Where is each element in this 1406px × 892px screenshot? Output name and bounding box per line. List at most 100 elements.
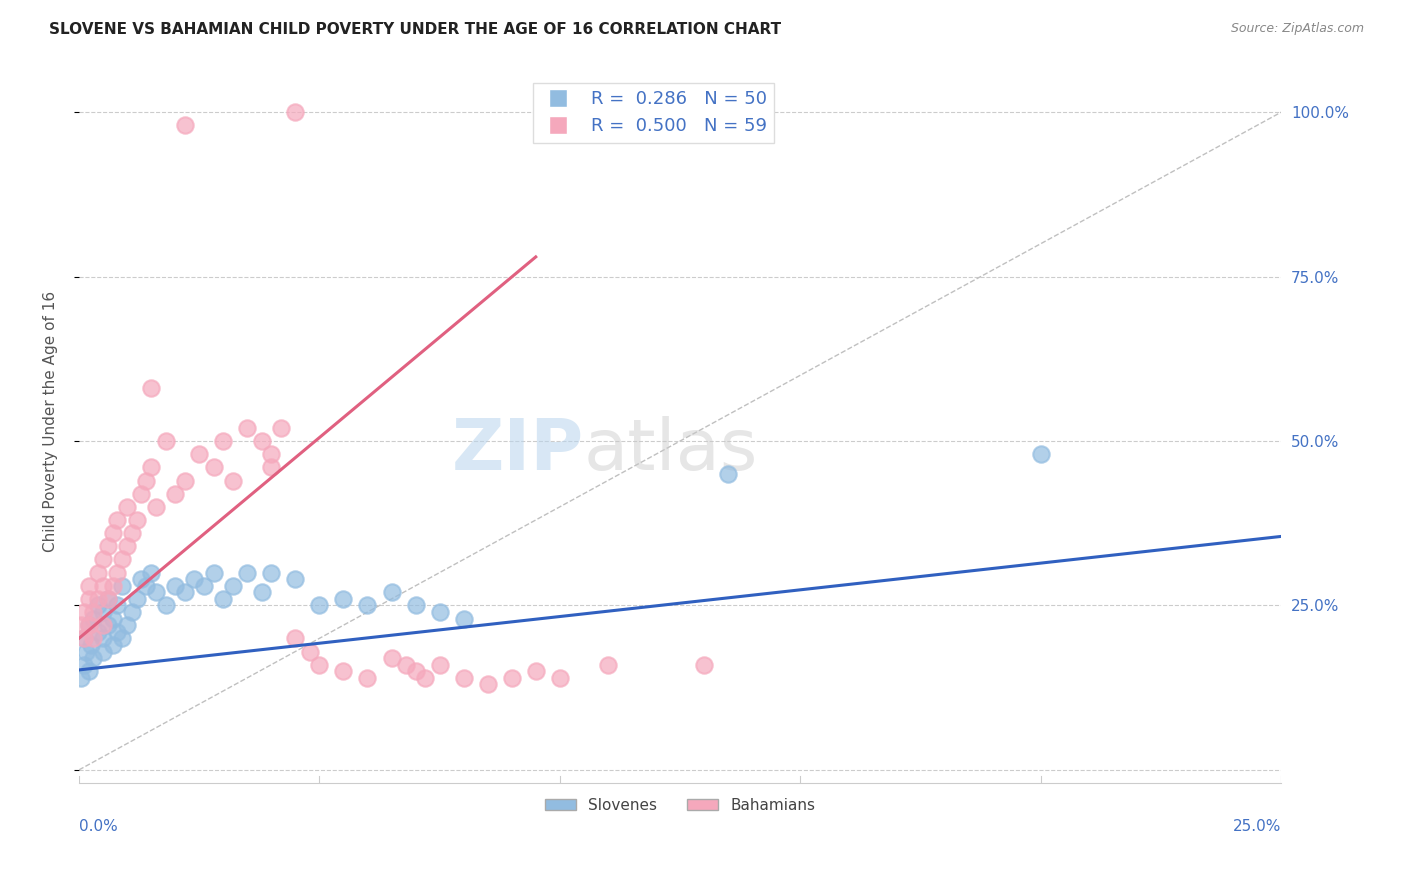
Text: atlas: atlas [583,416,758,484]
Point [77,665,100,679]
Point [284,632,307,646]
Text: 0.0%: 0.0% [79,819,118,834]
Point [212,591,235,606]
Point [1029,447,1052,461]
Point [145,585,167,599]
Point [413,671,436,685]
Point [77,618,100,632]
Point [101,526,124,541]
Point [107,566,129,580]
Point [97,591,120,606]
Point [717,467,740,481]
Point [193,579,215,593]
Point [155,434,177,448]
Point [145,500,167,514]
Point [548,671,571,685]
Point [121,526,143,541]
Point [139,566,162,580]
Point [82,612,104,626]
Point [236,566,259,580]
Point [77,618,100,632]
Point [101,612,124,626]
Point [91,618,114,632]
Point [97,539,120,553]
Point [356,671,378,685]
Point [125,591,148,606]
Text: Source: ZipAtlas.com: Source: ZipAtlas.com [1230,22,1364,36]
Text: 25.0%: 25.0% [1233,819,1281,834]
Point [101,638,124,652]
Point [73,605,96,619]
Point [298,644,321,658]
Point [111,579,134,593]
Point [139,460,162,475]
Point [260,460,283,475]
Point [222,579,245,593]
Point [70,618,93,632]
Point [173,119,195,133]
Point [135,474,157,488]
Text: SLOVENE VS BAHAMIAN CHILD POVERTY UNDER THE AGE OF 16 CORRELATION CHART: SLOVENE VS BAHAMIAN CHILD POVERTY UNDER … [49,22,782,37]
Point [524,665,547,679]
Point [87,566,110,580]
Point [165,579,187,593]
Point [77,579,100,593]
Point [155,599,177,613]
Point [429,657,451,672]
Point [101,579,124,593]
Point [97,618,120,632]
Point [596,657,619,672]
Point [477,677,499,691]
Point [80,638,103,652]
Point [75,644,97,658]
Point [73,657,96,672]
Point [202,566,225,580]
Point [82,632,104,646]
Point [332,665,354,679]
Point [395,657,418,672]
Point [139,381,162,395]
Point [183,572,205,586]
Point [270,421,292,435]
Point [91,644,114,658]
Point [121,605,143,619]
Point [82,651,104,665]
Text: ZIP: ZIP [451,416,583,484]
Point [115,539,138,553]
Point [284,572,307,586]
Point [87,591,110,606]
Point [380,651,402,665]
Point [97,591,120,606]
Point [165,486,187,500]
Point [405,665,427,679]
Point [125,513,148,527]
Point [131,572,153,586]
Point [356,599,378,613]
Point [115,618,138,632]
Point [87,599,110,613]
Point [91,552,114,566]
Point [332,591,354,606]
Point [135,579,157,593]
Point [70,671,93,685]
Point [91,579,114,593]
Point [308,657,330,672]
Point [380,585,402,599]
Point [73,632,96,646]
Point [284,105,307,120]
Point [453,612,475,626]
Point [260,566,283,580]
Point [91,632,114,646]
Point [107,599,129,613]
Point [77,591,100,606]
Point [131,486,153,500]
Point [453,671,475,685]
Point [73,632,96,646]
Point [111,632,134,646]
Point [173,585,195,599]
Point [107,624,129,639]
Point [107,513,129,527]
Point [173,474,195,488]
Point [260,447,283,461]
Point [250,585,273,599]
